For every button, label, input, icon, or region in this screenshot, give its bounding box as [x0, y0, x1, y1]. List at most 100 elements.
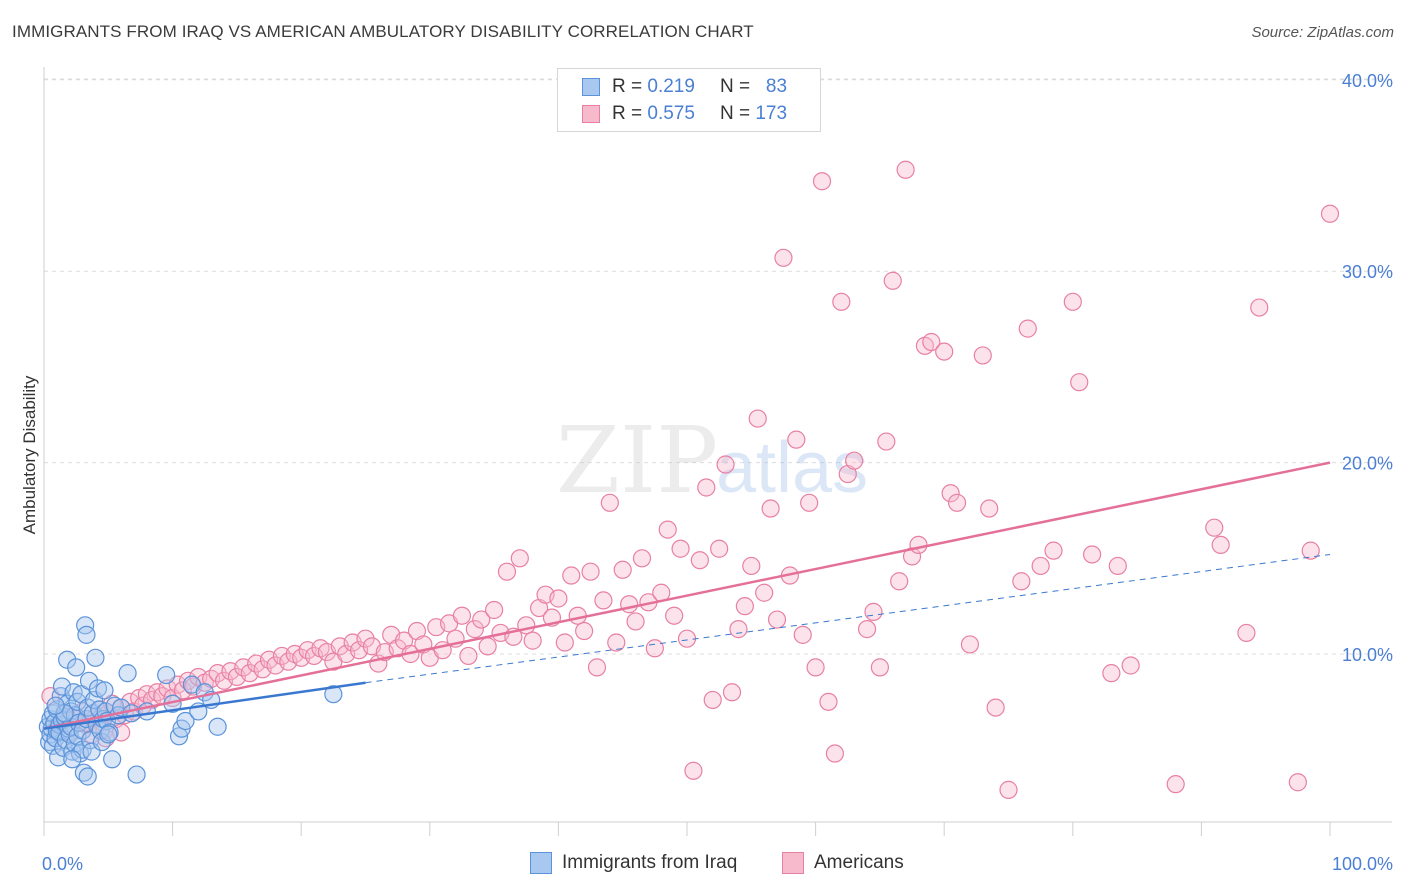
americans-point: [600, 493, 619, 512]
americans-point: [632, 549, 652, 568]
iraq-point: [176, 711, 195, 731]
americans-point: [465, 620, 484, 639]
americans-point: [1044, 541, 1063, 560]
iraq-trend-line: [43, 681, 366, 730]
watermark: ZIP atlas: [556, 407, 868, 514]
americans-point: [1250, 298, 1269, 317]
iraq-point: [88, 679, 108, 698]
americans-point: [697, 478, 716, 497]
americans-point: [485, 600, 504, 620]
americans-point: [1121, 656, 1140, 675]
watermark-zip: ZIP: [556, 407, 718, 514]
americans-point: [1018, 319, 1037, 338]
americans-point: [626, 612, 645, 631]
americans-point: [523, 631, 542, 650]
americans-point: [665, 606, 684, 625]
americans-point: [1211, 535, 1230, 555]
americans-point: [568, 606, 587, 625]
americans-point: [800, 493, 819, 512]
gridlines: [44, 78, 1392, 655]
y-tick-label: 40.0%: [1342, 71, 1393, 91]
legend-row-americans: R = 0.575 N = 173: [582, 101, 787, 127]
legend-r-label: R =: [612, 103, 643, 124]
americans-point: [883, 271, 902, 290]
americans-point: [980, 499, 999, 518]
iraq-point: [86, 648, 105, 667]
americans-point: [459, 646, 478, 666]
americans-point: [761, 499, 780, 518]
americans-points: [41, 160, 1340, 799]
americans-point: [960, 635, 980, 654]
americans-point: [787, 430, 806, 449]
americans-point: [1012, 572, 1031, 591]
americans-trend-line: [43, 461, 1331, 730]
americans-point: [864, 602, 883, 621]
legend-n-label: N =: [719, 103, 751, 124]
bottom-swatch-iraq: [530, 852, 552, 874]
americans-point: [922, 332, 941, 352]
iraq-point: [127, 765, 146, 784]
americans-point: [1301, 541, 1320, 560]
americans-point: [613, 560, 632, 579]
americans-point: [562, 566, 581, 585]
americans-point: [472, 610, 491, 629]
legend-r-value: 0.575: [647, 103, 695, 124]
americans-point: [581, 562, 600, 581]
legend-r-label: R =: [612, 76, 643, 97]
americans-point: [684, 761, 703, 780]
americans-point: [1288, 773, 1307, 792]
y-tick-label: 20.0%: [1342, 454, 1393, 474]
americans-point: [594, 591, 613, 610]
americans-point: [1102, 664, 1121, 683]
iraq-point: [324, 685, 343, 704]
americans-point: [671, 539, 690, 558]
americans-point: [645, 639, 664, 658]
y-tick-label: 10.0%: [1342, 645, 1393, 665]
iraq-point: [103, 750, 122, 769]
legend-n-value: 173: [755, 103, 788, 124]
bottom-legend-label-americans: Americans: [814, 852, 904, 873]
iraq-point: [76, 616, 95, 635]
americans-point: [1320, 204, 1340, 223]
bottom-legend-label-iraq: Immigrants from Iraq: [562, 852, 738, 873]
americans-point: [767, 610, 787, 629]
iraq-point: [208, 717, 227, 736]
bottom-legend-iraq: Immigrants from Iraq: [530, 852, 737, 874]
americans-point: [909, 535, 928, 555]
bottom-swatch-americans: [782, 852, 804, 874]
americans-point: [658, 520, 677, 539]
americans-point: [478, 637, 497, 656]
iraq-points: [38, 616, 343, 786]
americans-point: [857, 620, 877, 639]
watermark-atlas: atlas: [716, 428, 868, 508]
americans-point: [1166, 775, 1185, 794]
americans-point: [1031, 556, 1050, 576]
americans-point: [1205, 518, 1224, 537]
legend-r-value: 0.219: [647, 76, 695, 97]
americans-point: [722, 683, 742, 702]
iraq-point: [46, 696, 65, 715]
bottom-legend-americans: Americans: [782, 852, 904, 874]
iraq-point: [63, 750, 82, 769]
americans-point: [947, 493, 967, 512]
axes: [43, 67, 1392, 836]
americans-point: [1063, 292, 1082, 311]
americans-point: [742, 556, 761, 576]
americans-point: [877, 432, 896, 451]
y-tick-labels: 10.0% 20.0% 30.0% 40.0%: [1342, 71, 1393, 665]
americans-point: [497, 562, 517, 581]
y-axis-label: Ambulatory Disability: [20, 375, 39, 534]
americans-point: [710, 539, 729, 558]
americans-point: [690, 551, 709, 570]
iraq-point: [118, 664, 137, 683]
americans-point: [549, 589, 568, 608]
americans-point: [935, 342, 954, 361]
americans-point: [607, 633, 626, 652]
americans-point: [999, 780, 1018, 799]
iraq-point: [122, 704, 141, 723]
stats-legend: R = 0.219 N = 83 R = 0.575 N = 173: [557, 68, 821, 132]
americans-point: [1070, 373, 1089, 392]
iraq-point: [52, 677, 72, 696]
iraq-point: [78, 767, 97, 786]
americans-point: [716, 455, 735, 474]
